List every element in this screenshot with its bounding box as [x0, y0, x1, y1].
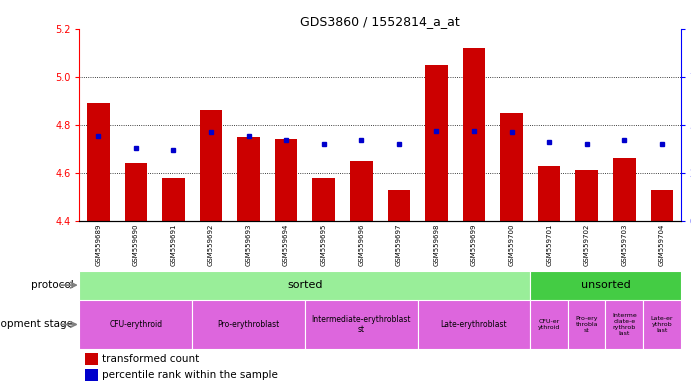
Bar: [388, 190, 410, 221]
Text: protocol: protocol: [30, 280, 73, 290]
Bar: [86, 353, 97, 365]
Bar: [79, 300, 192, 349]
Bar: [530, 271, 681, 300]
Text: GSM559704: GSM559704: [659, 223, 665, 266]
Bar: [87, 103, 109, 221]
Text: GSM559689: GSM559689: [95, 223, 102, 266]
Text: Pro-erythroblast: Pro-erythroblast: [218, 320, 280, 329]
Text: development stage: development stage: [0, 319, 73, 329]
Text: transformed count: transformed count: [102, 354, 200, 364]
Text: percentile rank within the sample: percentile rank within the sample: [102, 370, 278, 381]
Text: GSM559694: GSM559694: [283, 223, 289, 266]
Title: GDS3860 / 1552814_a_at: GDS3860 / 1552814_a_at: [300, 15, 460, 28]
Text: GSM559692: GSM559692: [208, 223, 214, 266]
Bar: [275, 139, 297, 221]
Bar: [425, 65, 448, 221]
Bar: [650, 190, 673, 221]
Text: GSM559701: GSM559701: [546, 223, 552, 266]
Text: GSM559698: GSM559698: [433, 223, 439, 266]
Bar: [312, 177, 335, 221]
Bar: [192, 300, 305, 349]
Text: GSM559697: GSM559697: [396, 223, 402, 266]
Text: GSM559690: GSM559690: [133, 223, 139, 266]
Bar: [576, 170, 598, 221]
Bar: [613, 158, 636, 221]
Text: Late-er
ythrob
last: Late-er ythrob last: [651, 316, 673, 333]
Bar: [86, 369, 97, 381]
Text: GSM559699: GSM559699: [471, 223, 477, 266]
Text: GSM559695: GSM559695: [321, 223, 327, 266]
Text: GSM559691: GSM559691: [171, 223, 176, 266]
Text: Intermediate-erythroblast
st: Intermediate-erythroblast st: [312, 315, 411, 334]
Bar: [463, 48, 485, 221]
Text: GSM559693: GSM559693: [245, 223, 252, 266]
Bar: [162, 177, 184, 221]
Text: sorted: sorted: [287, 280, 323, 290]
Text: Pro-ery
throbla
st: Pro-ery throbla st: [576, 316, 598, 333]
Text: unsorted: unsorted: [580, 280, 630, 290]
Text: Interme
diate-e
rythrob
last: Interme diate-e rythrob last: [612, 313, 636, 336]
Bar: [200, 110, 223, 221]
Text: CFU-er
ythroid: CFU-er ythroid: [538, 319, 560, 330]
Text: GSM559700: GSM559700: [509, 223, 515, 266]
Bar: [568, 300, 605, 349]
Bar: [605, 300, 643, 349]
Bar: [417, 300, 530, 349]
Text: GSM559696: GSM559696: [358, 223, 364, 266]
Bar: [237, 137, 260, 221]
Text: GSM559703: GSM559703: [621, 223, 627, 266]
Bar: [305, 300, 417, 349]
Text: CFU-erythroid: CFU-erythroid: [109, 320, 162, 329]
Bar: [538, 166, 560, 221]
Bar: [350, 161, 372, 221]
Bar: [643, 300, 681, 349]
Bar: [79, 271, 530, 300]
Text: Late-erythroblast: Late-erythroblast: [441, 320, 507, 329]
Text: GSM559702: GSM559702: [584, 223, 589, 266]
Bar: [500, 113, 523, 221]
Bar: [530, 300, 568, 349]
Bar: [124, 163, 147, 221]
